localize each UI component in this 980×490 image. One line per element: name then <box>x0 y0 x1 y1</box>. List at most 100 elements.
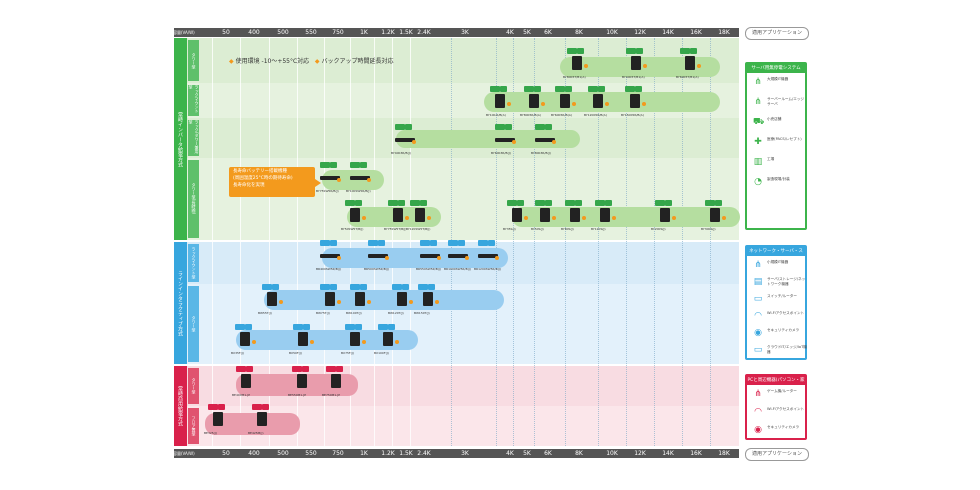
ups-product[interactable] <box>417 284 439 310</box>
spec-badge <box>555 86 565 92</box>
ups-product[interactable] <box>594 200 616 226</box>
ups-unit-icon <box>350 332 360 346</box>
ups-unit-icon <box>350 208 360 222</box>
ups-product[interactable] <box>534 124 556 150</box>
ups-product[interactable] <box>489 86 511 112</box>
ups-product[interactable] <box>409 200 431 226</box>
application-header-top: 適用アプリケーション <box>745 27 809 40</box>
ups-product[interactable] <box>624 86 646 112</box>
subsection-8: フロア置型 <box>188 408 199 444</box>
backup-marker-icon <box>672 216 676 220</box>
spec-badge <box>360 162 367 168</box>
ups-product[interactable] <box>447 240 469 266</box>
spec-badge <box>545 124 552 130</box>
panel-blue: ネットワーク・サーバ・ストレージ用途 ⋔ 小規模IT機器 ▤ サーバ/ストレージ/ネ… <box>745 245 807 360</box>
ups-product[interactable] <box>235 366 257 392</box>
product-label: BY80K5T/B1(A) <box>563 75 586 79</box>
red-row: ◉ セキュリティカメラ <box>747 421 805 439</box>
ups-unit-icon <box>631 56 641 70</box>
spec-badge <box>345 200 355 206</box>
legend: ◆ 使用環境 -10〜+55°C対応 ◆ バックアップ時間延長対応 <box>229 56 394 65</box>
ups-product[interactable] <box>367 240 389 266</box>
ups-unit-icon <box>630 94 640 108</box>
ups-unit-icon <box>395 138 415 142</box>
spec-badge <box>392 284 402 290</box>
ups-product[interactable] <box>477 240 499 266</box>
ups-unit-icon <box>325 292 335 306</box>
ups-product[interactable] <box>207 404 229 430</box>
spec-badge <box>302 366 309 372</box>
share-icon: ⋔ <box>754 77 762 87</box>
ups-product[interactable] <box>554 86 576 112</box>
ups-unit-icon <box>298 332 308 346</box>
ups-product[interactable] <box>344 200 366 226</box>
product-label: BR1200SW5R/B(J) <box>474 267 501 271</box>
spec-badge <box>330 162 337 168</box>
spec-badge <box>665 200 672 206</box>
ups-unit-icon <box>570 208 580 222</box>
capacity-tick: 4K <box>506 450 514 457</box>
capacity-tick: 1.5K <box>399 29 413 36</box>
ups-product[interactable] <box>523 86 545 112</box>
ups-unit-icon <box>535 138 555 142</box>
spec-badge <box>705 200 715 206</box>
blue-row-label: サーバ/ストレージ/ネットワーク機器 <box>767 277 806 286</box>
ups-unit-icon <box>297 374 307 388</box>
ups-product[interactable] <box>419 240 441 266</box>
ups-product[interactable] <box>319 162 341 188</box>
ups-product[interactable] <box>587 86 609 112</box>
ups-product[interactable] <box>387 200 409 226</box>
green-row-label: 製造現場/計装 <box>767 177 790 181</box>
product-label: BY10K-R/B(A) <box>486 113 506 117</box>
backup-marker-icon <box>279 300 283 304</box>
backup-marker-icon <box>642 102 646 106</box>
ups-product[interactable] <box>654 200 676 226</box>
ups-product[interactable] <box>391 284 413 310</box>
ups-product[interactable] <box>679 48 701 74</box>
grid-line <box>534 38 535 446</box>
ups-product[interactable] <box>234 324 256 350</box>
ups-product[interactable] <box>564 200 586 226</box>
spec-badge <box>360 284 367 290</box>
product-label: BY120K5R/B(A) <box>584 113 607 117</box>
product-label: BR500SW5R/B(J) <box>364 267 390 271</box>
ups-product[interactable] <box>344 324 366 350</box>
ups-product[interactable] <box>377 324 399 350</box>
grid-line <box>565 38 566 446</box>
capacity-tick: 1.5K <box>399 450 413 457</box>
spec-badge <box>330 240 337 246</box>
spec-badge <box>262 284 272 290</box>
ups-product[interactable] <box>349 284 371 310</box>
ups-product[interactable] <box>319 240 341 266</box>
ups-product[interactable] <box>394 124 416 150</box>
green-row-label: 小売店舗 <box>767 117 782 121</box>
spec-badge <box>368 240 378 246</box>
ups-product[interactable] <box>494 124 516 150</box>
ups-product[interactable] <box>704 200 726 226</box>
spec-badge <box>458 240 465 246</box>
blue-row: ▭ クラウドIT/エッジ/IoT機器 <box>747 341 807 358</box>
spec-badge <box>320 240 330 246</box>
ups-product[interactable] <box>292 324 314 350</box>
green-row-label: 医療(PACS/レセプト) <box>767 137 802 141</box>
ups-product[interactable] <box>261 284 283 310</box>
ups-product[interactable] <box>251 404 273 430</box>
ups-unit-icon <box>415 208 425 222</box>
ups-product[interactable] <box>349 162 371 188</box>
ups-product[interactable] <box>566 48 588 74</box>
section-standby-label: 常時商用給電方式 <box>174 366 187 446</box>
ups-product[interactable] <box>625 48 647 74</box>
medical-cross-icon: ✚ <box>754 137 762 147</box>
ups-product[interactable] <box>506 200 528 226</box>
ups-product[interactable] <box>534 200 556 226</box>
capacity-header-bottom: 容量(VA/W) 50 400 500 550 750 1K 1.2K 1.5K 2.4K 3K 4… <box>173 449 739 458</box>
ups-product[interactable] <box>325 366 347 392</box>
grid-line <box>626 38 627 446</box>
ups-product[interactable] <box>319 284 341 310</box>
spec-badge <box>635 86 642 92</box>
spec-badge <box>235 324 245 330</box>
product-label: BR550SW5R/B(J) <box>416 267 442 271</box>
ups-product[interactable] <box>291 366 313 392</box>
spec-badge <box>420 200 427 206</box>
capacity-tick: 750 <box>332 450 344 457</box>
